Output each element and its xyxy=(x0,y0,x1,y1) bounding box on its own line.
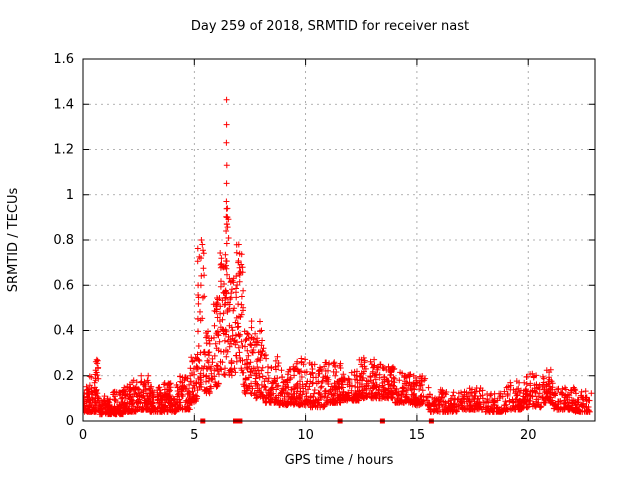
grid-lines xyxy=(82,58,595,422)
x-tick-label: 20 xyxy=(520,428,537,443)
y-tick-label: 0.6 xyxy=(53,278,74,293)
plot-border xyxy=(82,58,596,422)
y-tick-label: 0 xyxy=(66,414,74,429)
x-tick-label: 5 xyxy=(190,428,198,443)
scatter-points xyxy=(83,96,595,418)
x-tick-label: 10 xyxy=(297,428,314,443)
chart-title: Day 259 of 2018, SRMTID for receiver nas… xyxy=(191,19,469,34)
y-tick-label: 1.2 xyxy=(53,143,74,158)
x-tick-labels: 0 5 10 15 20 xyxy=(79,428,537,443)
y-tick-label: 1.4 xyxy=(53,97,74,112)
y-axis-label: SRMTID / TECUs xyxy=(6,188,21,293)
y-tick-label: 0.8 xyxy=(53,233,74,248)
y-tick-label: 1.6 xyxy=(53,52,74,67)
tick-marks xyxy=(82,58,595,422)
y-tick-labels: 0 0.2 0.4 0.6 0.8 1 1.2 1.4 1.6 xyxy=(53,52,74,429)
data-point-crosses xyxy=(83,96,595,418)
y-tick-label: 1 xyxy=(66,188,74,203)
y-tick-label: 0.2 xyxy=(53,369,74,384)
x-tick-label: 0 xyxy=(79,428,87,443)
y-tick-label: 0.4 xyxy=(53,324,74,339)
x-tick-label: 15 xyxy=(409,428,426,443)
x-axis-label: GPS time / hours xyxy=(285,453,394,468)
